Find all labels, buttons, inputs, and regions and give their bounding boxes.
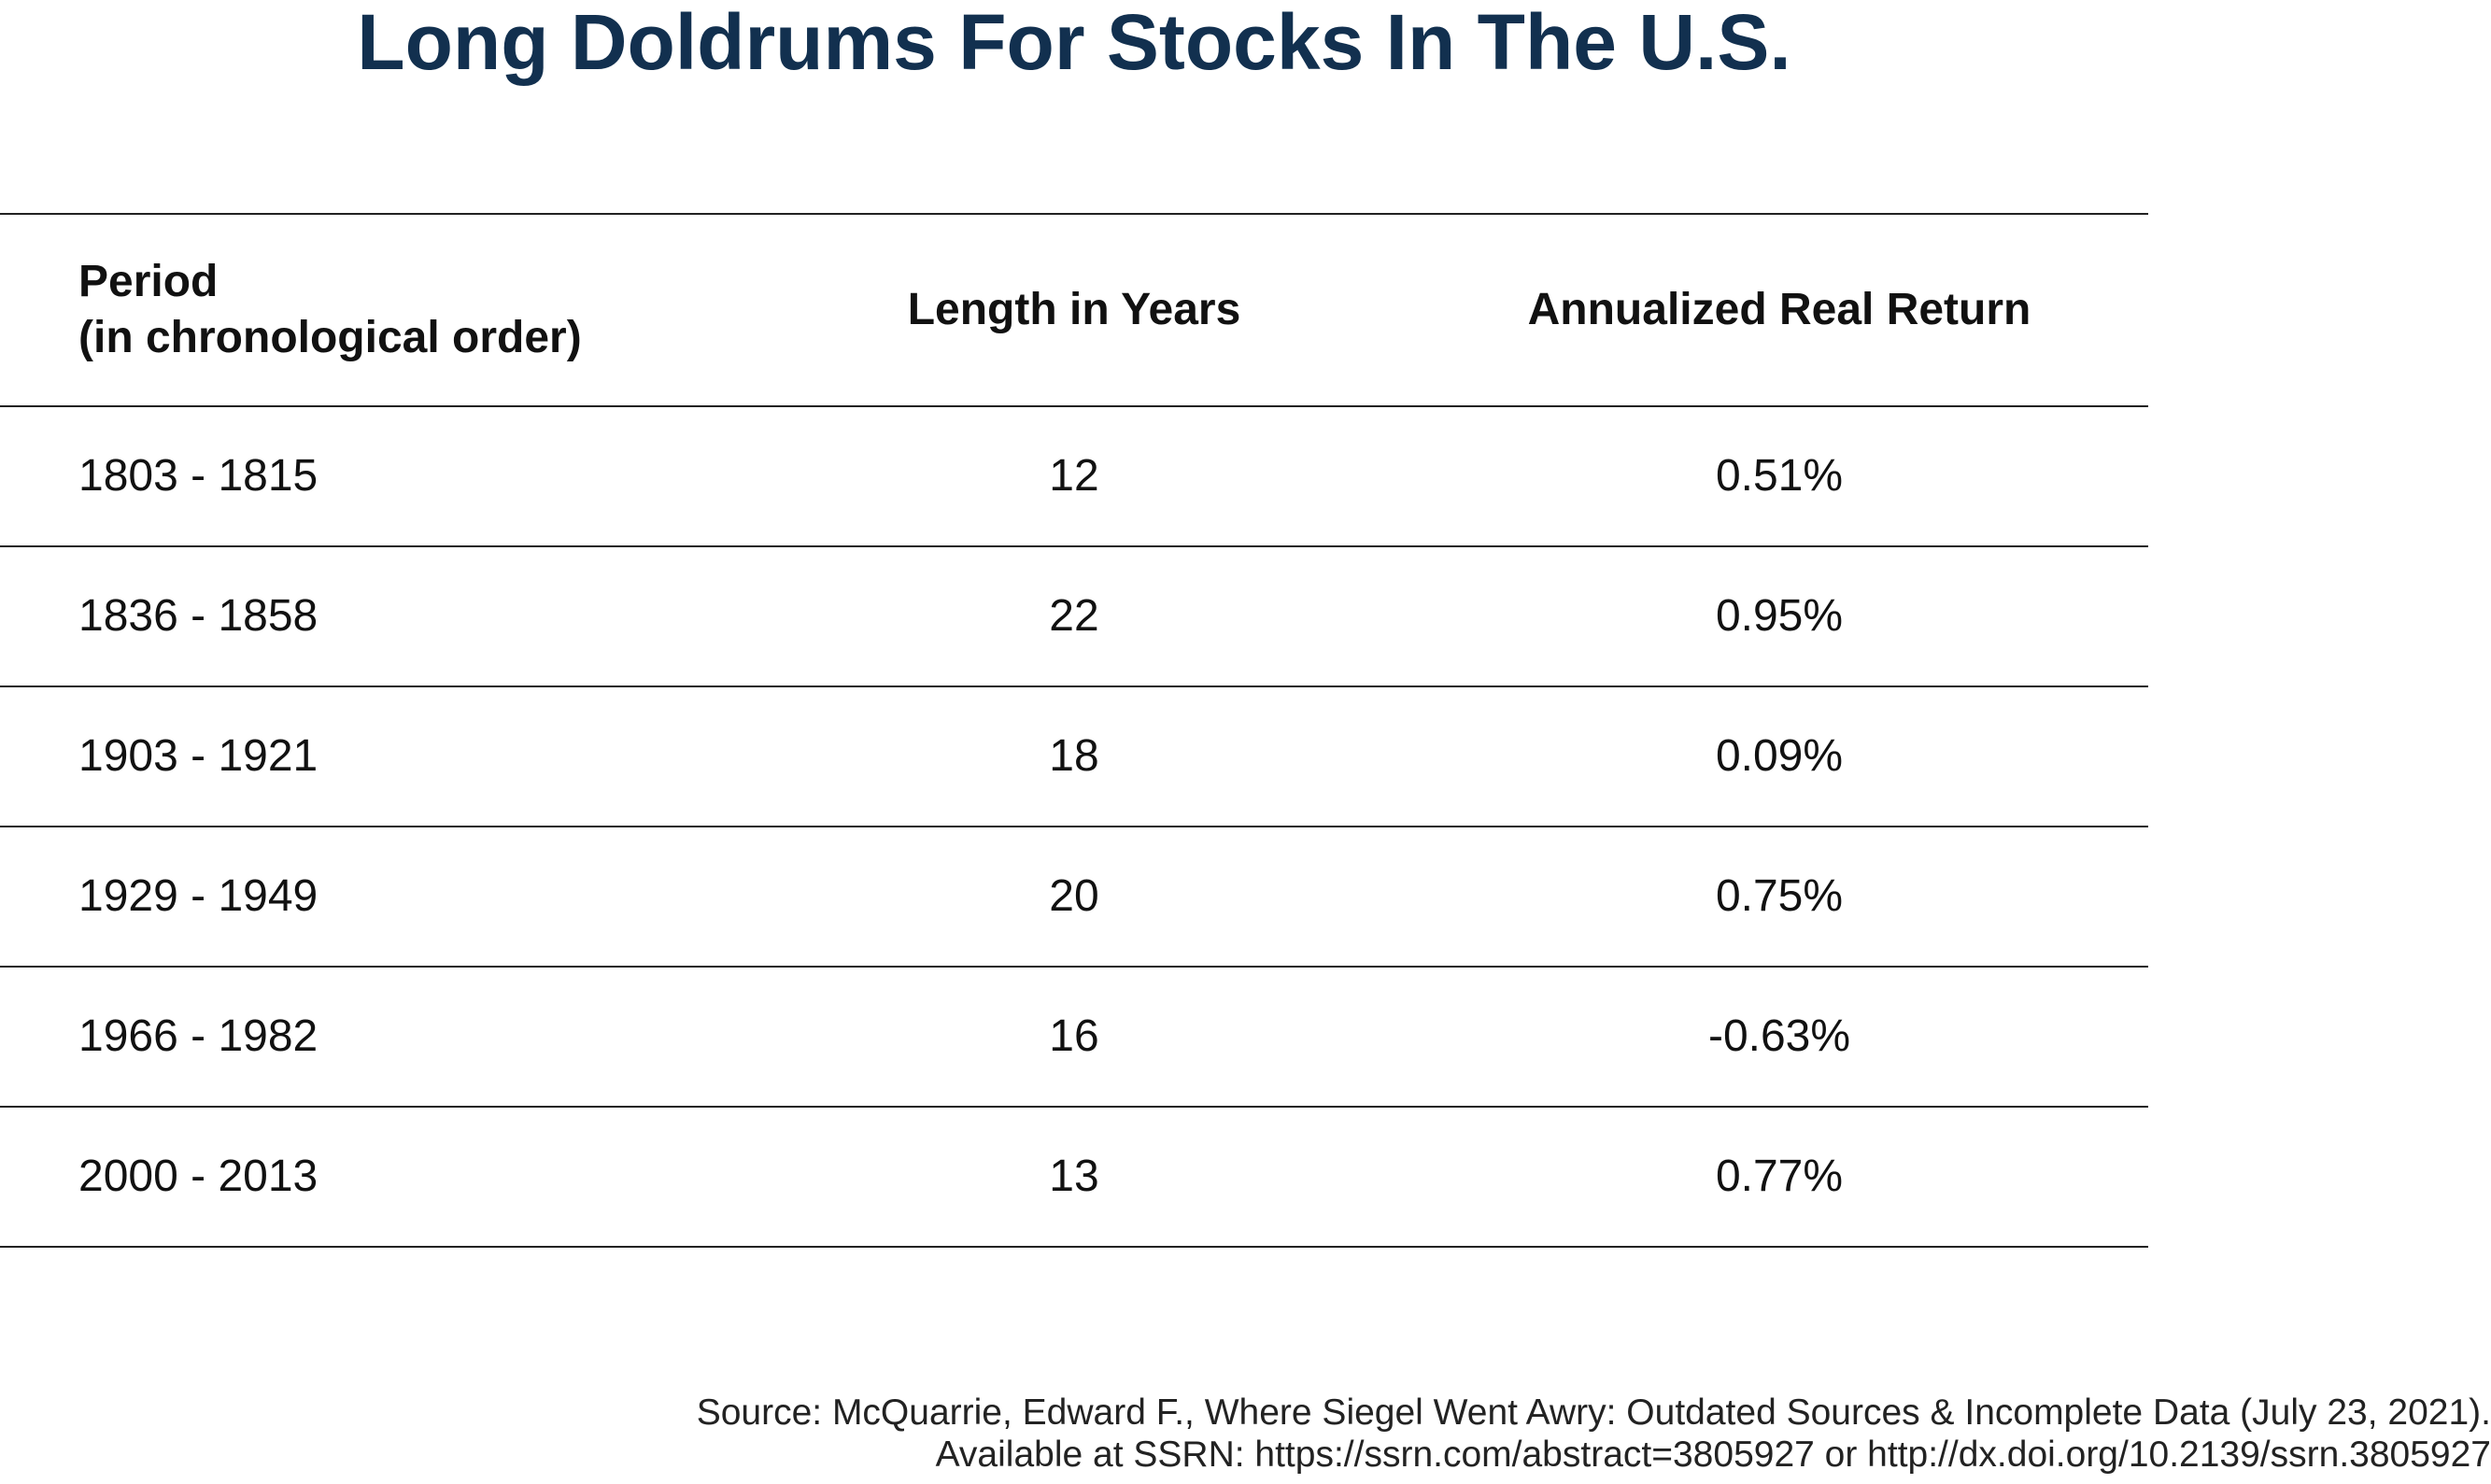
cell-length: 20: [1049, 871, 1099, 921]
cell-length: 16: [1049, 1011, 1099, 1061]
source-citation: Source: McQuarrie, Edward F., Where Sieg…: [696, 1392, 2491, 1433]
doldrums-table: Period (in chronological order) Length i…: [0, 213, 2148, 1248]
cell-length: 13: [1049, 1152, 1099, 1201]
cell-return: 0.77%: [1715, 1152, 1844, 1201]
cell-period: 1803 - 1815: [78, 451, 318, 501]
page-title: Long Doldrums For Stocks In The U.S.: [357, 0, 1791, 86]
header-length: Length in Years: [907, 285, 1241, 334]
source-availability: Available at SSRN: https://ssrn.com/abst…: [935, 1435, 2491, 1475]
cell-return: 0.75%: [1715, 871, 1844, 921]
table-row: 1966 - 1982 16 -0.63%: [0, 968, 2148, 1108]
table-header-row: Period (in chronological order) Length i…: [0, 215, 2148, 407]
cell-return: -0.63%: [1707, 1011, 1851, 1061]
cell-length: 12: [1049, 451, 1099, 501]
cell-length: 22: [1049, 591, 1099, 641]
table-row: 2000 - 2013 13 0.77%: [0, 1108, 2148, 1248]
table-row: 1803 - 1815 12 0.51%: [0, 407, 2148, 547]
cell-return: 0.95%: [1715, 591, 1844, 641]
header-period: Period (in chronological order): [0, 254, 841, 366]
table-row: 1903 - 1921 18 0.09%: [0, 687, 2148, 827]
table-row: 1836 - 1858 22 0.95%: [0, 547, 2148, 687]
source-note: Source: McQuarrie, Edward F., Where Sieg…: [0, 1392, 2491, 1476]
header-return: Annualized Real Return: [1527, 285, 2031, 334]
cell-return: 0.51%: [1715, 451, 1844, 501]
header-period-label: Period: [78, 257, 219, 306]
cell-return: 0.09%: [1715, 731, 1844, 781]
header-period-sublabel: (in chronological order): [78, 313, 582, 362]
cell-period: 2000 - 2013: [78, 1152, 318, 1201]
cell-period: 1966 - 1982: [78, 1011, 318, 1061]
cell-period: 1836 - 1858: [78, 591, 318, 641]
table-row: 1929 - 1949 20 0.75%: [0, 827, 2148, 968]
cell-length: 18: [1049, 731, 1099, 781]
cell-period: 1903 - 1921: [78, 731, 318, 781]
cell-period: 1929 - 1949: [78, 871, 318, 921]
